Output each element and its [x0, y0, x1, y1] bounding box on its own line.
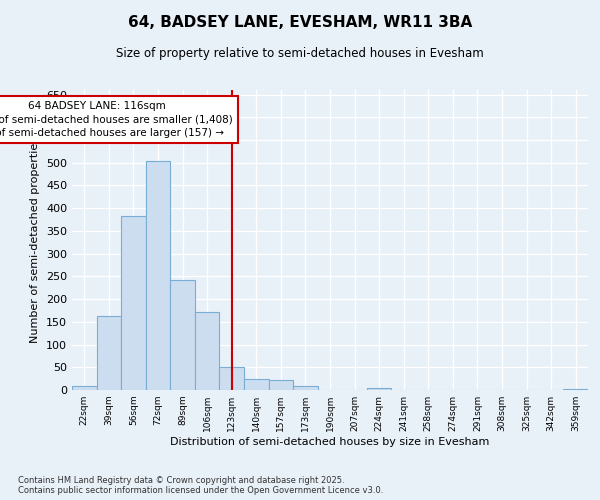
Text: 64, BADSEY LANE, EVESHAM, WR11 3BA: 64, BADSEY LANE, EVESHAM, WR11 3BA	[128, 15, 472, 30]
Bar	[72, 386, 97, 390]
Bar	[97, 316, 121, 390]
Bar	[367, 388, 391, 390]
X-axis label: Distribution of semi-detached houses by size in Evesham: Distribution of semi-detached houses by …	[170, 437, 490, 447]
Y-axis label: Number of semi-detached properties: Number of semi-detached properties	[31, 137, 40, 343]
Bar	[121, 216, 146, 390]
Text: 64 BADSEY LANE: 116sqm
← 89% of semi-detached houses are smaller (1,408)
10% of : 64 BADSEY LANE: 116sqm ← 89% of semi-det…	[0, 102, 233, 138]
Bar	[220, 367, 244, 390]
Bar	[563, 388, 588, 390]
Text: Contains HM Land Registry data © Crown copyright and database right 2025.
Contai: Contains HM Land Registry data © Crown c…	[18, 476, 383, 495]
Bar	[146, 162, 170, 390]
Bar	[244, 379, 269, 390]
Bar	[269, 380, 293, 390]
Bar	[170, 280, 195, 390]
Text: Size of property relative to semi-detached houses in Evesham: Size of property relative to semi-detach…	[116, 48, 484, 60]
Bar	[293, 386, 318, 390]
Bar	[195, 312, 220, 390]
